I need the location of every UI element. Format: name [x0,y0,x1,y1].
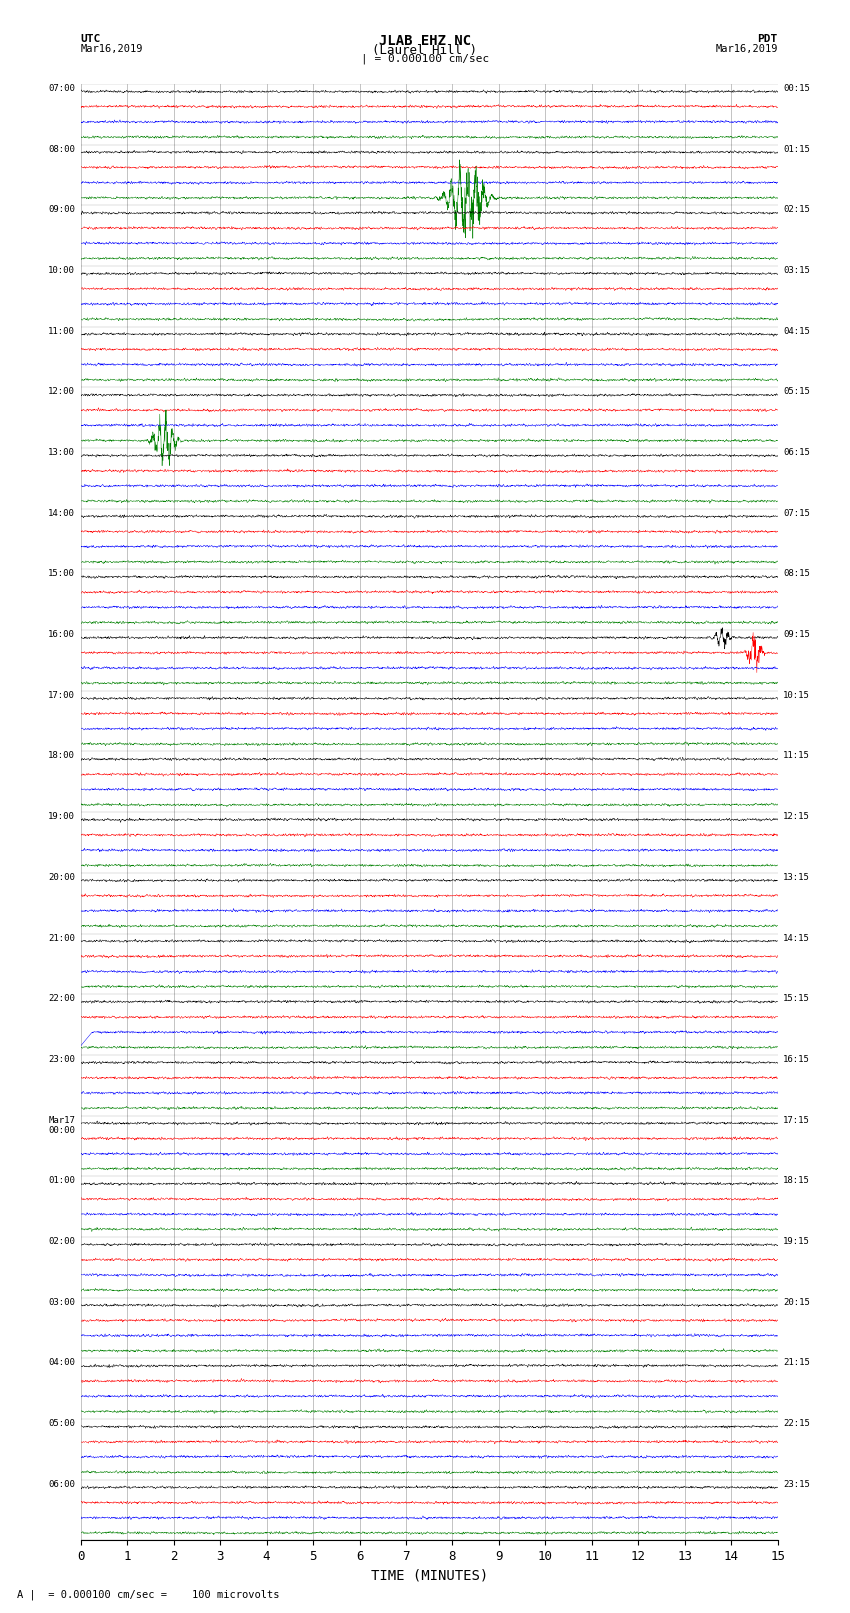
Text: 06:00: 06:00 [48,1479,75,1489]
Text: 04:00: 04:00 [48,1358,75,1368]
Text: 02:15: 02:15 [784,205,810,215]
Text: PDT: PDT [757,34,778,44]
Text: 03:15: 03:15 [784,266,810,274]
Text: 13:15: 13:15 [784,873,810,882]
Text: UTC: UTC [81,34,101,44]
Text: 03:00: 03:00 [48,1297,75,1307]
Text: 19:15: 19:15 [784,1237,810,1245]
Text: 05:00: 05:00 [48,1419,75,1428]
Text: 07:15: 07:15 [784,508,810,518]
Text: 09:15: 09:15 [784,631,810,639]
Text: 18:00: 18:00 [48,752,75,760]
Text: 14:00: 14:00 [48,508,75,518]
Text: 02:00: 02:00 [48,1237,75,1245]
Text: 11:15: 11:15 [784,752,810,760]
Text: 23:15: 23:15 [784,1479,810,1489]
Text: 14:15: 14:15 [784,934,810,942]
Text: 15:15: 15:15 [784,994,810,1003]
Text: 01:15: 01:15 [784,145,810,153]
Text: 12:15: 12:15 [784,813,810,821]
Text: Mar16,2019: Mar16,2019 [81,44,144,53]
Text: 04:15: 04:15 [784,326,810,336]
Text: 06:15: 06:15 [784,448,810,456]
Text: 20:00: 20:00 [48,873,75,882]
Text: JLAB EHZ NC: JLAB EHZ NC [379,34,471,48]
Text: Mar17
00:00: Mar17 00:00 [48,1116,75,1136]
Text: 05:15: 05:15 [784,387,810,397]
Text: Mar16,2019: Mar16,2019 [715,44,778,53]
Text: 17:15: 17:15 [784,1116,810,1124]
Text: A |  = 0.000100 cm/sec =    100 microvolts: A | = 0.000100 cm/sec = 100 microvolts [17,1589,280,1600]
Text: 16:00: 16:00 [48,631,75,639]
Text: 10:15: 10:15 [784,690,810,700]
Text: 22:00: 22:00 [48,994,75,1003]
Text: (Laurel Hill ): (Laurel Hill ) [372,44,478,56]
Text: 15:00: 15:00 [48,569,75,579]
Text: 16:15: 16:15 [784,1055,810,1065]
Text: 18:15: 18:15 [784,1176,810,1186]
Text: 17:00: 17:00 [48,690,75,700]
X-axis label: TIME (MINUTES): TIME (MINUTES) [371,1569,488,1582]
Text: 10:00: 10:00 [48,266,75,274]
Text: 23:00: 23:00 [48,1055,75,1065]
Text: 07:00: 07:00 [48,84,75,94]
Text: 20:15: 20:15 [784,1297,810,1307]
Text: 22:15: 22:15 [784,1419,810,1428]
Text: 13:00: 13:00 [48,448,75,456]
Text: 21:00: 21:00 [48,934,75,942]
Text: 19:00: 19:00 [48,813,75,821]
Text: | = 0.000100 cm/sec: | = 0.000100 cm/sec [361,53,489,65]
Text: 08:00: 08:00 [48,145,75,153]
Text: 09:00: 09:00 [48,205,75,215]
Text: 01:00: 01:00 [48,1176,75,1186]
Text: 11:00: 11:00 [48,326,75,336]
Text: 08:15: 08:15 [784,569,810,579]
Text: 00:15: 00:15 [784,84,810,94]
Text: 21:15: 21:15 [784,1358,810,1368]
Text: 12:00: 12:00 [48,387,75,397]
